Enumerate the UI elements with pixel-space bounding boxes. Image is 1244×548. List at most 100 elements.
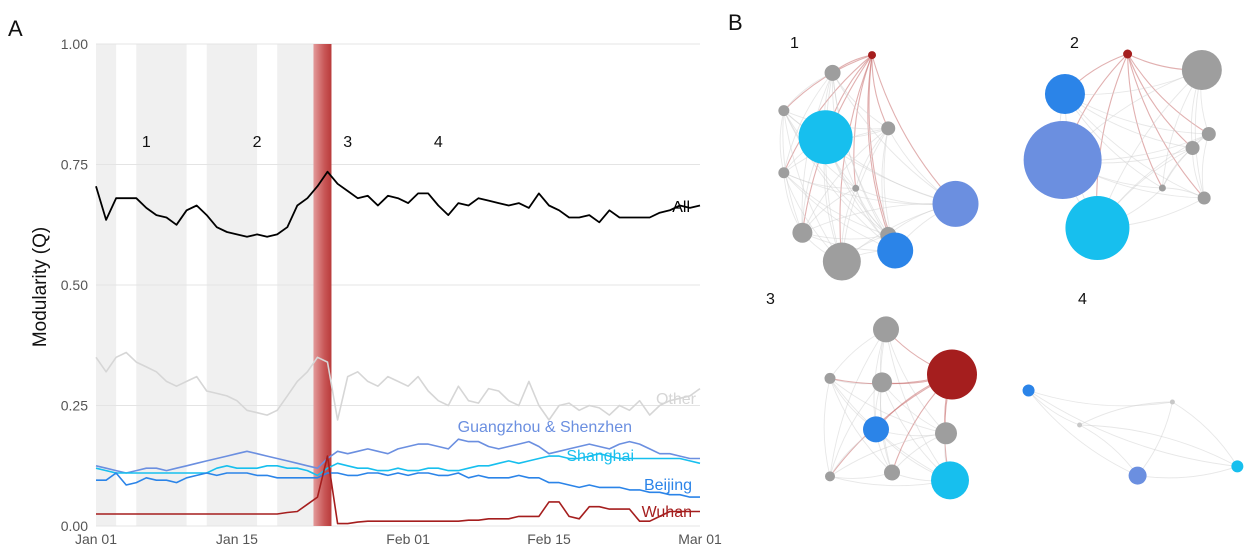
network-node (825, 471, 835, 482)
series-line-all (95, 170, 701, 238)
series-lines (95, 170, 701, 525)
network-edge (1028, 390, 1173, 407)
network-edge (783, 172, 889, 236)
network-edge (783, 110, 889, 236)
series-line-other (95, 351, 701, 421)
panel-a-label: A (8, 16, 23, 41)
network-edge (871, 55, 889, 129)
x-tick-label: Feb 15 (527, 531, 571, 547)
network-edge (824, 72, 843, 262)
network-node (778, 167, 790, 179)
network-edge (1127, 53, 1205, 199)
y-tick-label: 0.00 (61, 518, 88, 534)
network-edge (1137, 401, 1173, 476)
x-tick-label: Jan 15 (216, 531, 258, 547)
network-edges (823, 329, 953, 487)
network-node (873, 316, 899, 343)
network-edge (829, 432, 947, 477)
network-subpanel-4: 4 (1022, 291, 1244, 485)
gridlines (96, 43, 700, 527)
lockdown-marker (313, 44, 332, 526)
network-node (822, 242, 861, 281)
network-edge (1028, 390, 1138, 477)
network-nodes (778, 51, 979, 281)
subpanel-label: 2 (1070, 35, 1079, 52)
network-node (1231, 460, 1244, 473)
series-label: Wuhan (642, 504, 692, 521)
network-node (1023, 121, 1102, 199)
network-edge (1064, 93, 1205, 199)
network-edge (885, 329, 947, 434)
period-labels: 1 2 3 4 (142, 134, 443, 151)
period-label-4: 4 (434, 134, 443, 151)
modularity-line-chart: 0.00 0.25 0.50 0.75 1.00 Jan 01 Jan 15 Feb 01 F… (30, 36, 722, 547)
network-node (852, 184, 860, 192)
network-node (1077, 422, 1083, 428)
network-edge (829, 378, 947, 434)
network-edge (829, 472, 893, 479)
network-edge (783, 54, 873, 111)
y-tick-label: 0.50 (61, 277, 88, 293)
network-node (1201, 127, 1216, 141)
network-node (1158, 184, 1166, 192)
network-node (1128, 466, 1147, 485)
series-label: Guangzhou & Shenzhen (458, 419, 632, 436)
network-node (1169, 399, 1175, 405)
network-edge (1127, 53, 1193, 149)
network-edge (783, 54, 873, 173)
network-edge (881, 128, 889, 236)
series-label: Other (656, 391, 697, 408)
network-edge (1079, 401, 1173, 426)
subpanel-label: 1 (790, 35, 799, 52)
network-edge (801, 128, 889, 233)
network-edge (829, 382, 883, 477)
x-tick-label: Mar 01 (678, 531, 722, 547)
network-node (932, 180, 979, 227)
network-node (1123, 49, 1133, 59)
series-label: Shanghai (566, 448, 634, 465)
network-edge (823, 378, 831, 477)
subpanel-label: 4 (1078, 291, 1087, 308)
network-edge (829, 329, 887, 477)
x-tick-labels: Jan 01 Jan 15 Feb 01 Feb 15 Mar 01 (75, 531, 722, 547)
network-node (935, 422, 957, 445)
series-label: Beijing (644, 477, 692, 494)
network-subpanel-3: 3 (766, 291, 977, 500)
network-edge (1137, 465, 1238, 479)
y-tick-label: 0.25 (61, 398, 88, 414)
network-node (884, 464, 900, 481)
network-edge (1172, 401, 1238, 467)
network-edge (783, 110, 843, 262)
y-tick-labels: 0.00 0.25 0.50 0.75 1.00 (61, 36, 88, 534)
period-label-3: 3 (343, 134, 352, 151)
network-node (1065, 196, 1130, 260)
network-edge (783, 72, 833, 173)
network-node (798, 110, 853, 165)
subpanel-label: 3 (766, 291, 775, 308)
network-node (868, 51, 876, 60)
network-node (1185, 141, 1200, 155)
network-edge (1201, 133, 1210, 199)
network-node (778, 105, 790, 117)
series-line-wuhan (96, 455, 700, 525)
network-nodes (1022, 384, 1244, 485)
network-edge (1127, 53, 1210, 135)
network-node (863, 416, 889, 443)
network-panels: 1 2 3 4 (766, 35, 1244, 500)
network-edge (829, 378, 893, 473)
series-labels: All Other Guangzhou & Shenzhen Shanghai Beij… (458, 199, 697, 521)
x-tick-label: Jan 01 (75, 531, 117, 547)
network-edge (1079, 424, 1238, 467)
series-line-shanghai (95, 452, 701, 477)
network-edge (1079, 424, 1138, 476)
network-node (792, 222, 813, 243)
network-node (927, 349, 977, 400)
network-node (872, 372, 892, 393)
network-node (1044, 74, 1085, 114)
panel-b-label: B (728, 10, 743, 35)
y-tick-label: 1.00 (61, 36, 88, 52)
network-subpanel-1: 1 (778, 35, 979, 281)
network-node (881, 121, 896, 136)
period-label-1: 1 (142, 134, 151, 151)
